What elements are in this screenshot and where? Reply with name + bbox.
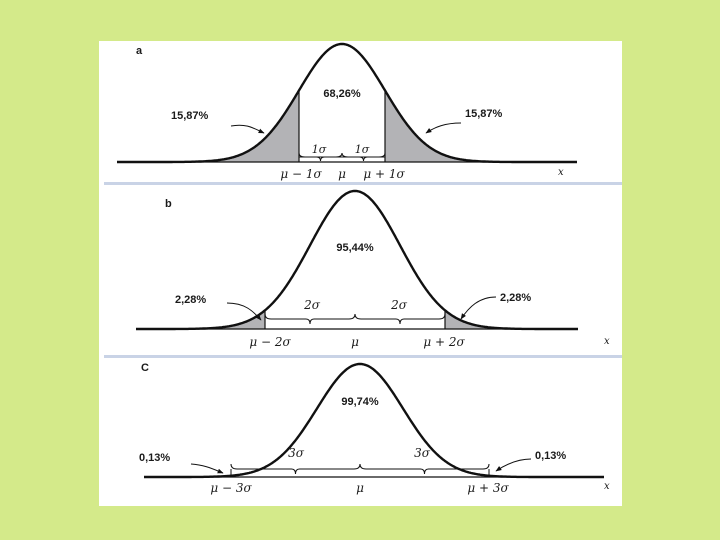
brace-left-label-a: 1σ <box>312 143 327 156</box>
x-variable-b: x <box>604 336 610 347</box>
right-tail-label-b: 2,28% <box>500 292 531 304</box>
arrow-left-a <box>230 124 265 134</box>
arrow-right-b <box>460 296 497 320</box>
subplot-a: a 68,26% 15,87% 15,87% 1σ 1σ μ − 1σ μ μ … <box>117 42 577 181</box>
bell-curve-b <box>136 189 578 331</box>
axis-right-label-c: μ + 3σ <box>467 481 509 495</box>
brace-right-label-c: 3σ <box>414 446 431 460</box>
axis-left-label-c: μ − 3σ <box>210 481 252 495</box>
axis-mid-label-b: μ <box>351 335 359 349</box>
brace-right-c <box>359 463 490 475</box>
brace-left-a <box>298 152 343 162</box>
normal-distribution-figure: a 68,26% 15,87% 15,87% 1σ 1σ μ − 1σ μ μ … <box>104 42 622 495</box>
axis-left-label-b: μ − 2σ <box>249 335 291 349</box>
subplot-c: C 99,74% 0,13% 0,13% 3σ 3σ μ − 3σ μ μ + … <box>139 362 610 495</box>
tail-fill-a <box>117 90 577 162</box>
panel-letter-b: b <box>165 198 172 210</box>
brace-right-label-a: 1σ <box>355 143 370 156</box>
axis-mid-label-c: μ <box>356 481 364 495</box>
brace-right-a <box>341 152 386 162</box>
arrow-right-a <box>425 122 462 134</box>
arrow-left-b <box>226 302 262 321</box>
axis-mid-label-a: μ <box>338 167 346 181</box>
right-tail-label-c: 0,13% <box>535 450 566 462</box>
panel-letter-a: a <box>136 45 143 57</box>
x-variable-a: x <box>558 167 564 178</box>
x-variable-c: x <box>604 481 610 492</box>
center-label-c: 99,74% <box>341 396 379 408</box>
arrow-right-c <box>495 458 532 472</box>
left-tail-label-a: 15,87% <box>171 110 209 122</box>
divider-top <box>104 182 622 185</box>
axis-right-label-a: μ + 1σ <box>363 167 405 181</box>
subplot-b: b 95,44% 2,28% 2,28% 2σ 2σ μ − 2σ μ μ + … <box>136 189 610 349</box>
arrow-left-c <box>190 463 224 474</box>
brace-right-label-b: 2σ <box>390 298 408 312</box>
tail-fill-b <box>136 310 578 329</box>
left-tail-label-b: 2,28% <box>175 294 206 306</box>
brace-left-c <box>230 463 361 475</box>
brace-right-b <box>354 313 446 325</box>
axis-right-label-b: μ + 2σ <box>423 335 465 349</box>
figure-panel: a 68,26% 15,87% 15,87% 1σ 1σ μ − 1σ μ μ … <box>99 41 622 506</box>
center-label-b: 95,44% <box>336 242 374 254</box>
brace-left-label-c: 3σ <box>288 446 305 460</box>
bell-curve-c <box>144 362 604 479</box>
brace-left-label-b: 2σ <box>303 298 321 312</box>
axis-left-label-a: μ − 1σ <box>280 167 322 181</box>
brace-left-b <box>264 313 356 325</box>
left-tail-label-c: 0,13% <box>139 452 170 464</box>
center-label-a: 68,26% <box>323 88 361 100</box>
bell-curve-a <box>117 42 577 164</box>
right-tail-label-a: 15,87% <box>465 108 503 120</box>
divider-bottom <box>104 355 622 358</box>
panel-letter-c: C <box>141 362 149 374</box>
